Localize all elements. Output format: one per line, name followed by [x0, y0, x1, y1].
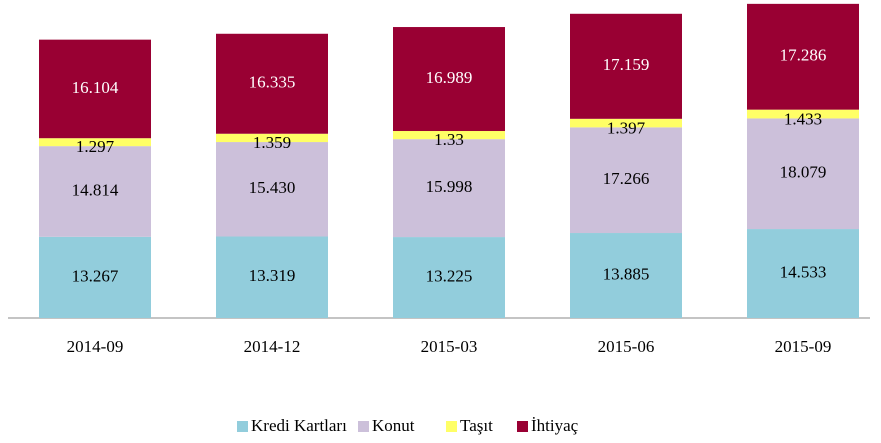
- legend-label: Taşıt: [460, 416, 493, 435]
- bar-segment: [216, 33, 328, 134]
- value-label: 16.104: [72, 78, 119, 97]
- value-label: 16.989: [426, 68, 473, 87]
- x-tick-label: 2014-09: [67, 337, 124, 356]
- bar-segment: [570, 118, 682, 128]
- legend-label: İhtiyaç: [531, 416, 579, 435]
- x-tick-label: 2014-12: [244, 337, 301, 356]
- value-label: 15.998: [426, 177, 473, 196]
- bar-segment: [570, 13, 682, 119]
- legend-label: Kredi Kartları: [251, 416, 347, 435]
- legend-swatch: [517, 421, 528, 432]
- bar-segment: [216, 133, 328, 143]
- bar-segment: [39, 138, 151, 147]
- value-label: 1.397: [607, 118, 646, 137]
- value-label: 13.225: [426, 266, 473, 285]
- value-label: 18.079: [780, 163, 827, 182]
- bar-segment: [216, 236, 328, 318]
- legend-swatch: [237, 421, 248, 432]
- bar-segment: [393, 27, 505, 132]
- bar-segment: [39, 39, 151, 139]
- bar-segment: [747, 109, 859, 119]
- value-label: 14.533: [780, 262, 827, 281]
- legend-swatch: [358, 421, 369, 432]
- bar-segment: [570, 127, 682, 234]
- value-label: 13.267: [72, 266, 119, 285]
- value-label: 1.297: [76, 137, 115, 156]
- value-label: 15.430: [249, 178, 296, 197]
- x-tick-label: 2015-09: [775, 337, 832, 356]
- bar-segment: [747, 118, 859, 230]
- bar-segment: [393, 237, 505, 318]
- value-label: 13.885: [603, 264, 650, 283]
- value-label: 17.266: [603, 169, 650, 188]
- value-label: 13.319: [249, 266, 296, 285]
- legend-swatch: [446, 421, 457, 432]
- bar-segment: [39, 146, 151, 237]
- bar-segment: [393, 131, 505, 140]
- value-label: 1.33: [434, 130, 464, 149]
- bar-segment: [393, 139, 505, 238]
- value-label: 1.359: [253, 133, 291, 152]
- x-tick-label: 2015-06: [598, 337, 655, 356]
- value-label: 16.335: [249, 73, 296, 92]
- legend-label: Konut: [372, 416, 415, 435]
- bar-segment: [570, 233, 682, 318]
- value-label: 14.814: [72, 180, 119, 199]
- bar-segment: [216, 142, 328, 237]
- x-tick-label: 2015-03: [421, 337, 478, 356]
- bar-segment: [747, 229, 859, 318]
- value-label: 1.433: [784, 109, 822, 128]
- bar-segment: [39, 236, 151, 318]
- bar-segment: [747, 3, 859, 110]
- value-label: 17.286: [780, 46, 827, 65]
- value-label: 17.159: [603, 55, 650, 74]
